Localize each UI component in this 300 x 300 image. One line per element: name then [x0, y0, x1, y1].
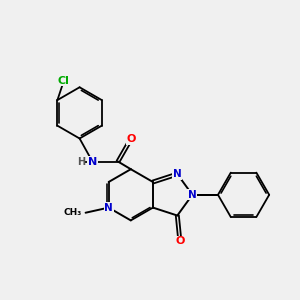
Text: CH₃: CH₃ [64, 208, 82, 217]
Text: N: N [188, 190, 197, 200]
Text: H: H [77, 157, 85, 166]
Text: O: O [175, 236, 184, 246]
Text: O: O [126, 134, 136, 144]
Text: N: N [104, 202, 113, 213]
Text: Cl: Cl [58, 76, 70, 86]
Text: N: N [173, 169, 182, 179]
Text: N: N [88, 157, 97, 166]
